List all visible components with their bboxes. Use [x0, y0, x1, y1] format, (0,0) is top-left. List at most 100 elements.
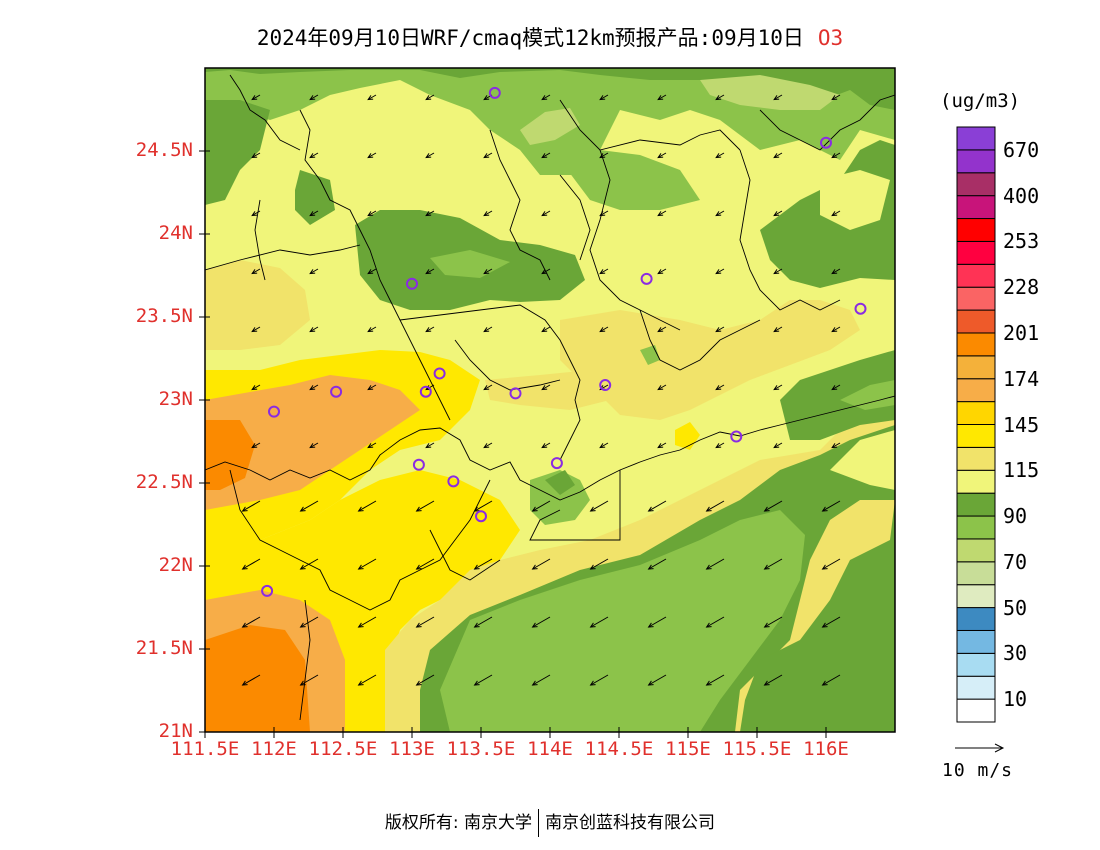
wind-arrow	[705, 674, 725, 686]
colorbar-swatch	[956, 149, 996, 174]
station-marker	[419, 385, 432, 398]
footer-left: 版权所有: 南京大学	[384, 813, 533, 833]
wind-arrow	[705, 616, 725, 628]
colorbar-label: 50	[1003, 595, 1028, 620]
vector-legend-arrow	[955, 743, 1005, 753]
lon-tick-label: 115.5E	[722, 738, 792, 760]
lat-tick-label: 23.5N	[135, 305, 193, 327]
wind-arrow	[299, 558, 319, 570]
station-markers	[261, 86, 867, 597]
wind-arrow	[241, 616, 261, 628]
station-marker	[820, 136, 832, 149]
wind-arrow	[657, 326, 667, 333]
title-text: 2024年09月10日WRF/cmaq模式12km预报产品:09月10日	[256, 26, 804, 50]
wind-arrow	[647, 558, 667, 570]
wind-arrow	[599, 210, 609, 217]
wind-arrow	[367, 210, 377, 217]
lon-tick-label: 116E	[803, 738, 849, 760]
wind-arrow	[599, 94, 609, 101]
wind-arrow	[251, 210, 261, 217]
colorbar-swatch	[956, 515, 996, 540]
wind-arrow	[357, 558, 377, 570]
wind-arrow	[831, 384, 841, 391]
wind-arrow	[367, 384, 377, 391]
wind-arrow	[821, 500, 841, 512]
wind-arrow	[299, 674, 319, 686]
wind-arrow	[483, 326, 493, 333]
wind-arrow	[367, 326, 377, 333]
wind-arrow	[715, 326, 725, 333]
wind-arrow	[541, 94, 551, 101]
colorbar-swatch	[956, 698, 996, 723]
station-marker	[640, 272, 653, 285]
wind-arrow	[367, 94, 377, 101]
colorbar-label: 90	[1003, 504, 1028, 529]
wind-arrow	[657, 152, 667, 159]
wind-arrow	[541, 210, 551, 217]
colorbar-unit: (ug/m3)	[940, 90, 1021, 112]
footer-right: 南京创蓝科技有限公司	[545, 813, 716, 833]
lat-tick-label: 22.5N	[135, 471, 193, 493]
colorbar-swatch	[956, 675, 996, 700]
lat-tick-label: 21.5N	[135, 637, 193, 659]
wind-arrow	[647, 616, 667, 628]
colorbar-swatch	[956, 286, 996, 311]
wind-arrow	[831, 442, 841, 449]
colorbar-swatch	[956, 424, 996, 448]
wind-arrow	[425, 210, 435, 217]
wind-arrow	[473, 616, 493, 628]
lon-tick-label: 114.5E	[584, 738, 654, 760]
colorbar-swatch	[956, 607, 996, 631]
wind-arrow	[415, 558, 435, 570]
lon-tick-label: 113E	[389, 738, 435, 760]
axis-ticks	[199, 150, 827, 738]
lat-tick-label: 23N	[158, 388, 193, 410]
wind-arrows	[241, 94, 841, 686]
wind-arrow	[599, 442, 609, 449]
colorbar-swatch	[956, 126, 996, 151]
wind-arrow	[367, 268, 377, 275]
colorbar-swatch	[956, 309, 996, 334]
wind-arrow	[773, 384, 783, 391]
wind-arrow	[831, 268, 841, 275]
wind-arrow	[473, 558, 493, 570]
station-marker	[854, 302, 867, 315]
map-title: 2024年09月10日WRF/cmaq模式12km预报产品:09月10日 O3	[0, 22, 1100, 52]
wind-arrow	[483, 268, 493, 275]
wind-arrow	[309, 210, 319, 217]
wind-arrow	[541, 268, 551, 275]
wind-arrow	[821, 674, 841, 686]
colorbar-swatch	[956, 240, 996, 265]
colorbar-label: 145	[1003, 412, 1040, 437]
wind-arrow	[589, 558, 609, 570]
colorbar-swatch	[956, 401, 996, 426]
colorbar-swatch	[956, 355, 996, 380]
wind-arrow	[251, 152, 261, 159]
station-marker	[475, 510, 487, 523]
wind-arrow	[541, 384, 551, 391]
wind-arrow	[251, 442, 261, 449]
wind-arrow	[715, 94, 725, 101]
colorbar-swatch	[956, 652, 996, 677]
lon-tick-label: 114E	[527, 738, 573, 760]
wind-arrow	[309, 94, 319, 101]
wind-arrow	[763, 500, 783, 512]
wind-arrow	[415, 500, 435, 512]
wind-arrow	[299, 616, 319, 628]
wind-arrow	[531, 558, 551, 570]
copyright-footer: 版权所有: 南京大学 南京创蓝科技有限公司	[0, 808, 1100, 837]
wind-arrow	[763, 558, 783, 570]
wind-arrow	[647, 674, 667, 686]
wind-arrow	[251, 384, 261, 391]
colorbar-swatch	[956, 492, 996, 517]
lon-tick-label: 112.5E	[308, 738, 378, 760]
colorbar-swatch	[956, 263, 996, 288]
wind-arrow	[251, 326, 261, 333]
colorbar-label: 10	[1003, 687, 1028, 712]
lon-tick-label: 112E	[251, 738, 297, 760]
colorbar-label: 174	[1003, 366, 1040, 391]
station-marker	[433, 367, 446, 380]
wind-arrow	[763, 616, 783, 628]
station-marker	[447, 475, 460, 488]
wind-arrow	[299, 500, 319, 512]
